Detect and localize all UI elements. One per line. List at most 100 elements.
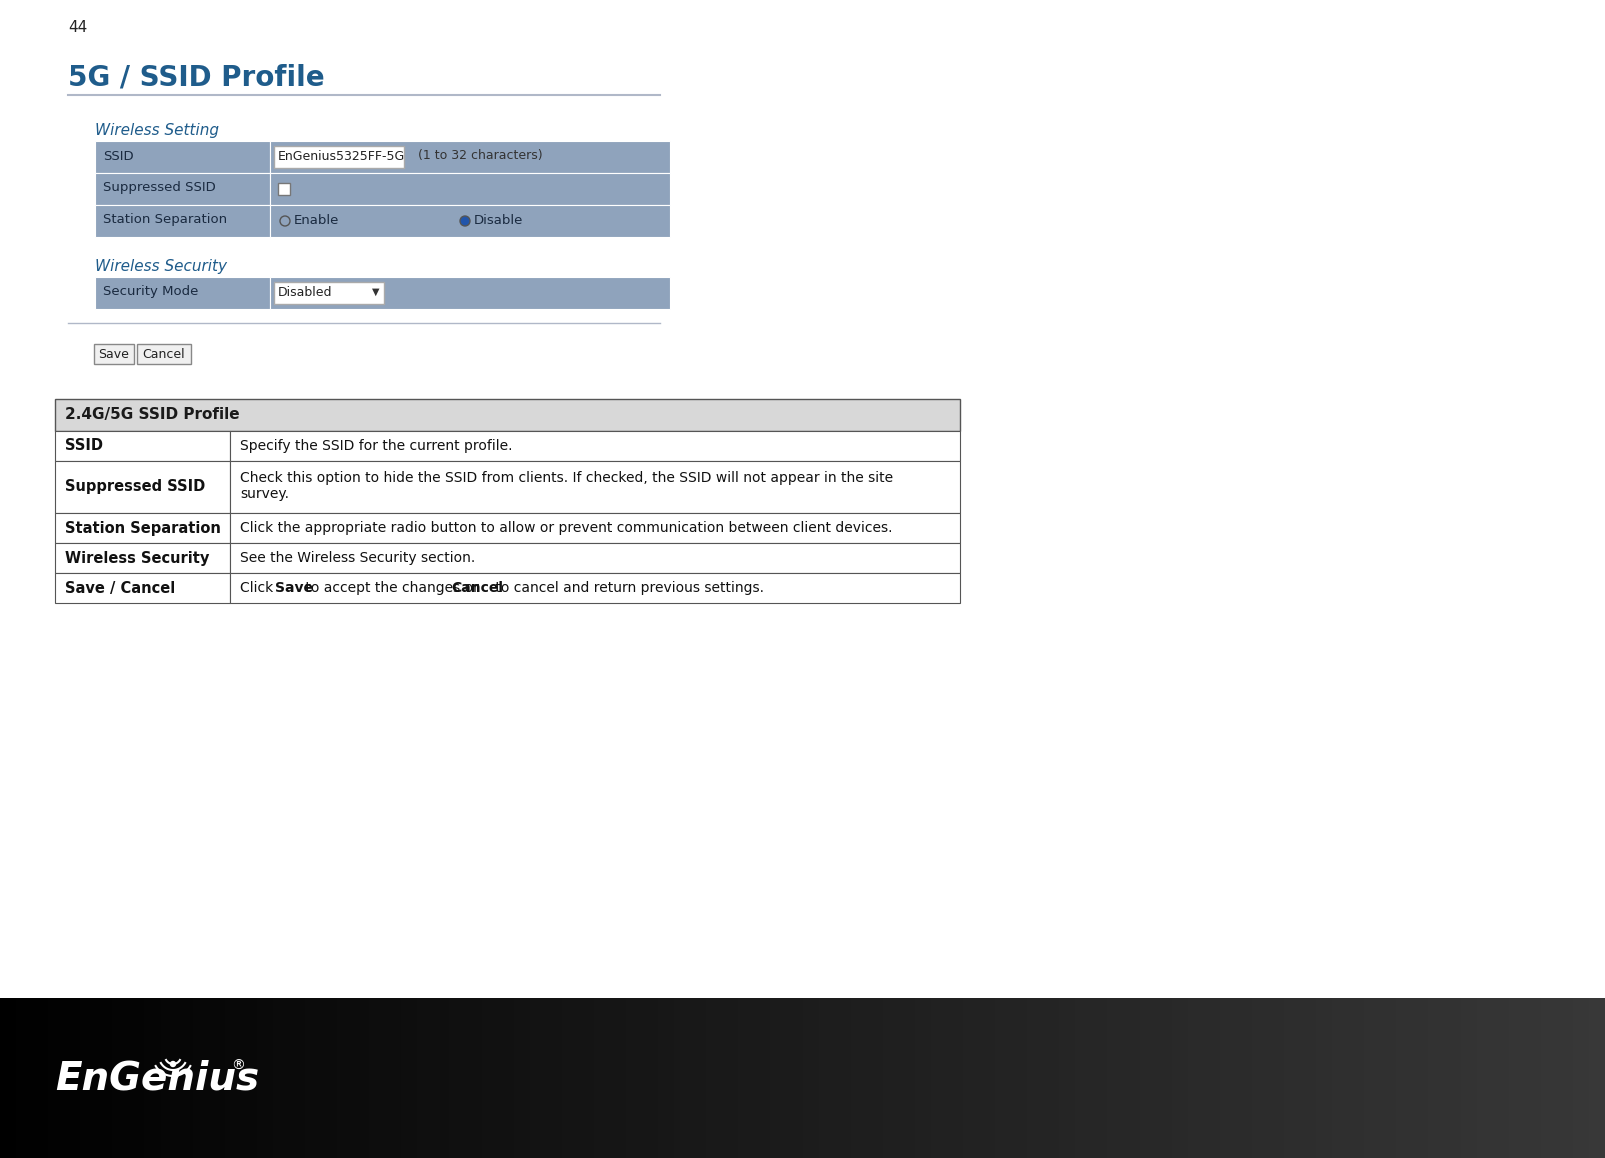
Bar <box>230 431 960 461</box>
Bar <box>230 573 960 603</box>
Bar <box>1557 998 1575 1158</box>
Bar <box>273 998 291 1158</box>
Text: Suppressed SSID: Suppressed SSID <box>103 182 215 195</box>
Bar <box>55 513 230 543</box>
Bar <box>899 998 916 1158</box>
Bar <box>1091 998 1109 1158</box>
Text: Wireless Security: Wireless Security <box>64 550 209 565</box>
Bar <box>835 998 852 1158</box>
Bar <box>16 998 34 1158</box>
Bar <box>610 998 628 1158</box>
Bar <box>95 141 270 173</box>
Text: Specify the SSID for the current profile.: Specify the SSID for the current profile… <box>241 439 512 453</box>
FancyBboxPatch shape <box>95 344 133 364</box>
Bar <box>230 543 960 573</box>
Bar <box>883 998 900 1158</box>
Bar <box>674 998 692 1158</box>
Bar <box>401 998 419 1158</box>
Bar <box>1493 998 1510 1158</box>
Text: Click the appropriate radio button to allow or prevent communication between cli: Click the appropriate radio button to al… <box>241 521 892 535</box>
Bar <box>55 573 230 603</box>
Bar <box>1107 998 1125 1158</box>
Bar <box>369 998 387 1158</box>
Text: Click: Click <box>241 581 278 595</box>
Bar <box>241 998 258 1158</box>
Text: Station Separation: Station Separation <box>64 520 221 535</box>
Bar <box>1300 998 1318 1158</box>
Bar <box>95 205 270 237</box>
Bar <box>754 998 772 1158</box>
Bar <box>209 998 226 1158</box>
Text: ®: ® <box>231 1060 246 1073</box>
Bar <box>1428 998 1446 1158</box>
Bar <box>289 998 307 1158</box>
Bar <box>1188 998 1205 1158</box>
Bar <box>64 998 82 1158</box>
Bar <box>1140 998 1157 1158</box>
Bar <box>498 998 515 1158</box>
Bar <box>230 461 960 513</box>
Bar <box>96 998 114 1158</box>
Bar <box>1284 998 1302 1158</box>
Bar <box>225 998 242 1158</box>
Bar <box>915 998 933 1158</box>
Bar <box>1461 998 1478 1158</box>
Text: EnGenius: EnGenius <box>55 1060 258 1097</box>
Bar <box>514 998 531 1158</box>
Bar <box>738 998 756 1158</box>
Bar <box>1573 998 1591 1158</box>
Bar <box>55 431 230 461</box>
Bar <box>1444 998 1462 1158</box>
Bar <box>802 998 820 1158</box>
Bar <box>546 998 563 1158</box>
Bar <box>1541 998 1558 1158</box>
Text: Station Separation: Station Separation <box>103 213 228 227</box>
Bar <box>128 998 146 1158</box>
Bar <box>305 998 323 1158</box>
Text: Check this option to hide the SSID from clients. If checked, the SSID will not a: Check this option to hide the SSID from … <box>241 471 892 485</box>
Text: Save: Save <box>98 347 130 360</box>
Bar <box>1412 998 1430 1158</box>
Bar <box>931 998 949 1158</box>
Text: (1 to 32 characters): (1 to 32 characters) <box>417 149 542 162</box>
Bar <box>995 998 1013 1158</box>
Bar <box>819 998 836 1158</box>
Bar <box>337 998 355 1158</box>
Text: Cancel: Cancel <box>451 581 504 595</box>
Bar <box>1396 998 1414 1158</box>
Bar <box>979 998 997 1158</box>
Bar <box>321 998 339 1158</box>
Bar <box>385 998 403 1158</box>
Bar <box>658 998 676 1158</box>
Bar <box>530 998 547 1158</box>
Bar <box>722 998 740 1158</box>
Bar <box>947 998 965 1158</box>
Text: 2.4G/5G SSID Profile: 2.4G/5G SSID Profile <box>64 408 239 423</box>
Bar <box>55 400 960 431</box>
Bar <box>1043 998 1061 1158</box>
Text: 44: 44 <box>67 20 87 35</box>
Text: See the Wireless Security section.: See the Wireless Security section. <box>241 551 475 565</box>
Bar <box>95 277 270 309</box>
Bar <box>1316 998 1334 1158</box>
Bar <box>257 998 274 1158</box>
Bar <box>95 173 270 205</box>
Bar <box>1589 998 1605 1158</box>
Bar <box>867 998 884 1158</box>
Bar <box>1124 998 1141 1158</box>
Bar <box>270 141 669 173</box>
Bar <box>690 998 708 1158</box>
Text: Security Mode: Security Mode <box>103 286 199 299</box>
Bar <box>578 998 595 1158</box>
Text: to accept the changes or: to accept the changes or <box>300 581 483 595</box>
Bar <box>55 461 230 513</box>
Text: Suppressed SSID: Suppressed SSID <box>64 479 205 494</box>
Text: survey.: survey. <box>241 488 289 501</box>
Bar <box>1364 998 1382 1158</box>
Bar <box>112 998 130 1158</box>
Text: Wireless Setting: Wireless Setting <box>95 123 218 138</box>
Bar <box>851 998 868 1158</box>
Circle shape <box>170 1062 175 1067</box>
Bar <box>1380 998 1398 1158</box>
Bar <box>270 173 669 205</box>
